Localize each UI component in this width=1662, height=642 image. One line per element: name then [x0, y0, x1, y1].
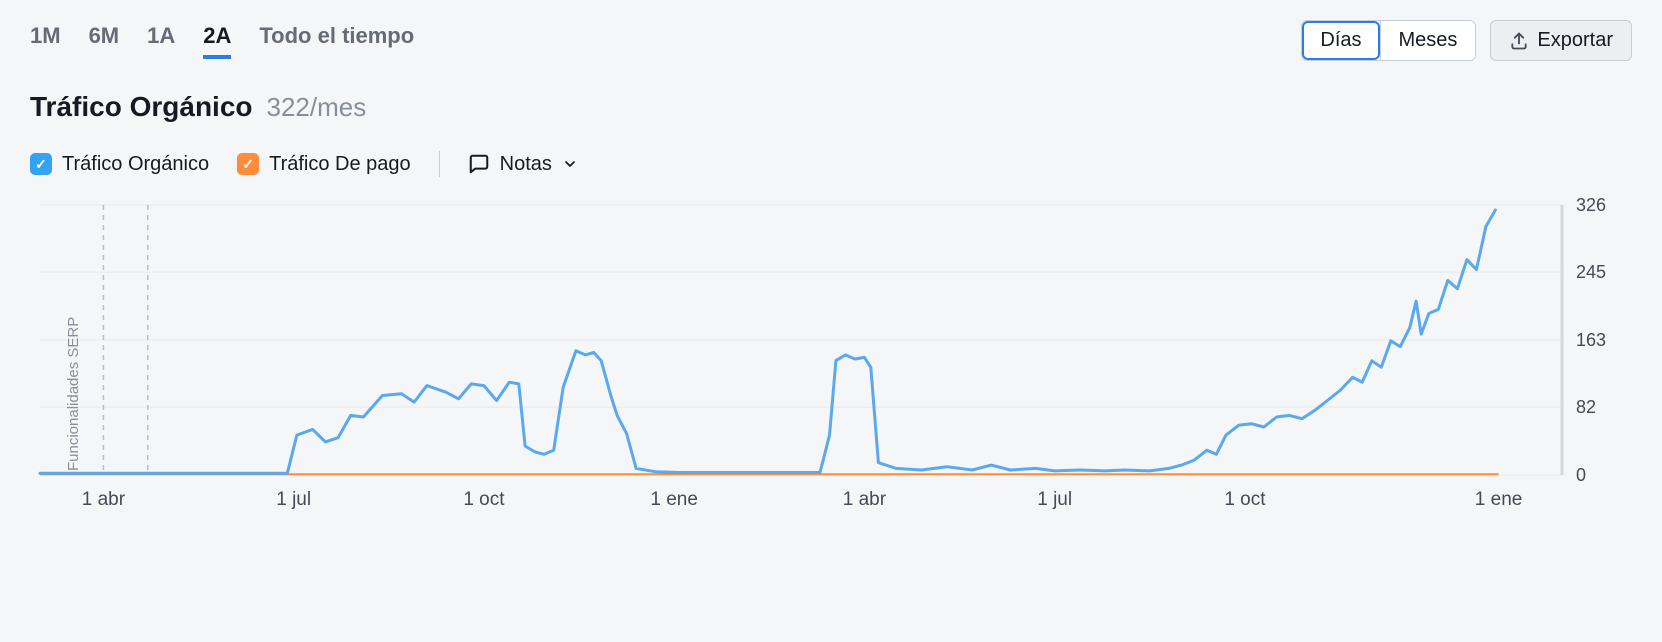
- range-tab-todo-el-tiempo[interactable]: Todo el tiempo: [259, 23, 414, 59]
- granularity-toggle: DíasMeses: [1301, 20, 1476, 61]
- legend-divider: [439, 151, 440, 177]
- notes-dropdown[interactable]: Notas: [468, 153, 578, 176]
- checkbox-organic-icon: ✓: [30, 153, 52, 175]
- chevron-down-icon: [562, 156, 578, 172]
- notes-label: Notas: [500, 153, 552, 176]
- svg-text:1 oct: 1 oct: [463, 489, 505, 510]
- svg-text:163: 163: [1576, 330, 1606, 350]
- range-tab-1a[interactable]: 1A: [147, 23, 175, 59]
- legend-paid-label: Tráfico De pago: [269, 153, 411, 176]
- checkbox-paid-icon: ✓: [237, 153, 259, 175]
- export-icon: [1509, 31, 1529, 51]
- granularity-meses[interactable]: Meses: [1380, 21, 1476, 60]
- svg-text:82: 82: [1576, 397, 1596, 417]
- svg-text:326: 326: [1576, 195, 1606, 215]
- annotation-serp: Funcionalidades SERP: [65, 317, 82, 471]
- range-tab-2a[interactable]: 2A: [203, 23, 231, 59]
- svg-text:1 jul: 1 jul: [1037, 489, 1072, 510]
- notes-icon: [468, 153, 490, 175]
- svg-text:1 jul: 1 jul: [276, 489, 311, 510]
- svg-text:1 ene: 1 ene: [650, 489, 698, 510]
- legend-organic-label: Tráfico Orgánico: [62, 153, 209, 176]
- export-label: Exportar: [1537, 29, 1613, 52]
- traffic-chart[interactable]: 0 82 163 245 326 Funcionalidades SERP 1 abr 1 j…: [30, 195, 1632, 515]
- legend-paid[interactable]: ✓ Tráfico De pago: [237, 153, 411, 176]
- chart-heading: Tráfico Orgánico 322/mes: [30, 91, 1632, 123]
- svg-text:1 abr: 1 abr: [843, 489, 887, 510]
- granularity-días[interactable]: Días: [1302, 21, 1379, 60]
- range-tab-1m[interactable]: 1M: [30, 23, 61, 59]
- svg-text:245: 245: [1576, 262, 1606, 282]
- time-range-tabs: 1M 6M 1A 2A Todo el tiempo: [30, 23, 414, 59]
- svg-text:1 ene: 1 ene: [1475, 489, 1523, 510]
- svg-text:1 abr: 1 abr: [82, 489, 126, 510]
- svg-text:1 oct: 1 oct: [1224, 489, 1266, 510]
- range-tab-6m[interactable]: 6M: [89, 23, 120, 59]
- svg-text:0: 0: [1576, 465, 1586, 485]
- line-organic: [40, 210, 1495, 473]
- legend-organic[interactable]: ✓ Tráfico Orgánico: [30, 153, 209, 176]
- export-button[interactable]: Exportar: [1490, 20, 1632, 61]
- page-title: Tráfico Orgánico: [30, 91, 253, 123]
- page-subtitle: 322/mes: [267, 92, 367, 123]
